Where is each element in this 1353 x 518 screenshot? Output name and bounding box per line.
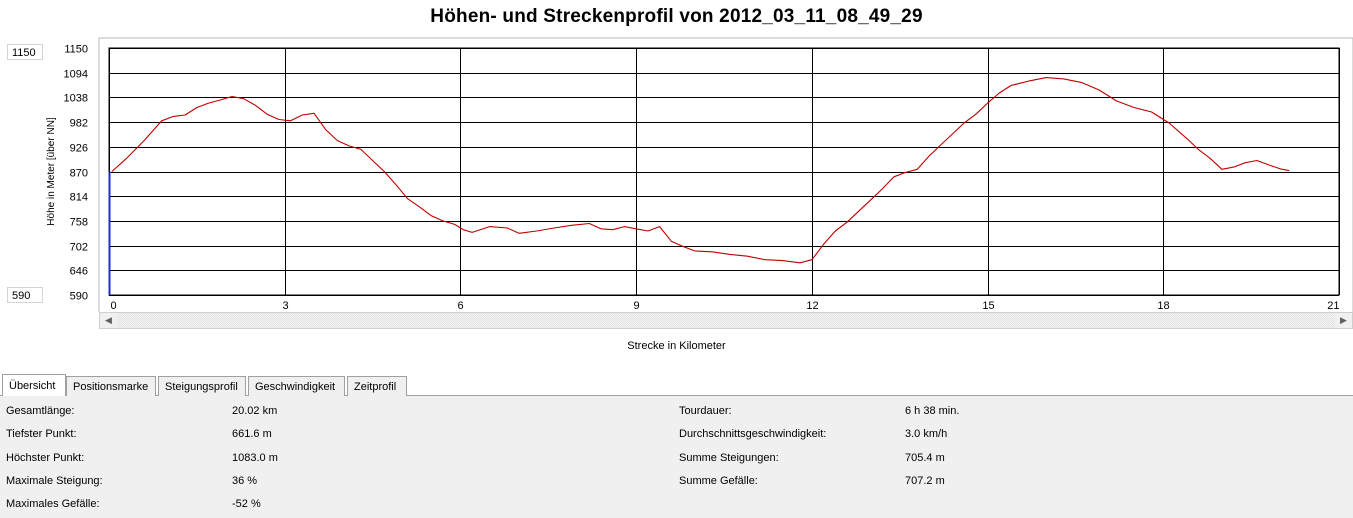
x-tick-label: 9 (633, 300, 639, 312)
x-tick-label: 21 (1327, 300, 1339, 312)
stat-value-max-ascent: 36 % (232, 475, 258, 487)
tab-geschwindigkeit[interactable]: Geschwindigkeit (248, 376, 345, 396)
y-tick-label: 758 (70, 217, 88, 229)
chart-outer-frame (98, 37, 1353, 312)
chart-title: Höhen- und Streckenprofil von 2012_03_11… (430, 6, 923, 27)
stat-label-max-ascent: Maximale Steigung: (6, 475, 103, 487)
y-tick-label: 870 (70, 168, 88, 180)
x-tick-label: 12 (806, 300, 818, 312)
y-tick-label: 702 (70, 242, 88, 254)
tab-label: Steigungsprofil (165, 381, 238, 393)
y-max-input[interactable]: 1150 (7, 44, 43, 60)
y-tick-label: 1038 (64, 93, 88, 105)
stat-value-highest-point: 1083.0 m (232, 452, 278, 464)
x-tick-label: 15 (982, 300, 994, 312)
tab-zeitprofil[interactable]: Zeitprofil (347, 376, 407, 396)
tab-steigungsprofil[interactable]: Steigungsprofil (158, 376, 246, 396)
stat-label-lowest-point: Tiefster Punkt: (6, 428, 77, 440)
y-axis-label: Höhe in Meter [über NN] (46, 117, 57, 226)
overview-panel: Gesamtlänge: 20.02 km Tiefster Punkt: 66… (0, 396, 1353, 518)
scroll-right-icon[interactable]: ▶ (1335, 313, 1352, 328)
elevation-chart[interactable]: 1150 1094 1038 982 926 870 814 758 702 646 590 0 3 6 9… (0, 0, 1353, 312)
stat-value-total-descent: 707.2 m (905, 475, 945, 487)
stat-label-total-descent: Summe Gefälle: (679, 475, 758, 487)
stat-label-average-speed: Durchschnittsgeschwindigkeit: (679, 428, 827, 440)
stat-label-total-length: Gesamtlänge: (6, 405, 75, 417)
stat-value-max-descent: -52 % (232, 498, 261, 510)
stat-value-lowest-point: 661.6 m (232, 428, 272, 440)
tab-bar: Übersicht Positionsmarke Steigungsprofil… (0, 374, 1353, 396)
stat-label-max-descent: Maximales Gefälle: (6, 498, 100, 510)
y-tick-label: 1150 (64, 44, 88, 56)
tab-label: Positionsmarke (73, 381, 149, 393)
scroll-left-icon[interactable]: ◀ (100, 313, 117, 328)
stat-value-tour-duration: 6 h 38 min. (905, 405, 960, 417)
y-tick-label: 646 (70, 266, 88, 278)
stat-label-total-ascent: Summe Steigungen: (679, 452, 779, 464)
tab-label: Zeitprofil (354, 381, 397, 393)
tab-label: Übersicht (9, 380, 56, 392)
y-min-input[interactable]: 590 (7, 287, 43, 303)
tab-label: Geschwindigkeit (255, 381, 336, 393)
stat-value-total-length: 20.02 km (232, 405, 278, 417)
y-tick-label: 982 (70, 118, 88, 130)
plot-area (108, 47, 1340, 296)
tab-uebersicht[interactable]: Übersicht (2, 374, 66, 396)
x-axis-label: Strecke in Kilometer (627, 340, 726, 352)
y-tick-label: 926 (70, 143, 88, 155)
stat-label-tour-duration: Tourdauer: (679, 405, 732, 417)
tab-positionsmarke[interactable]: Positionsmarke (66, 376, 156, 396)
y-tick-label: 1094 (64, 69, 88, 81)
x-tick-label: 3 (282, 300, 288, 312)
stat-value-average-speed: 3.0 km/h (905, 428, 948, 440)
x-tick-label: 0 (111, 300, 117, 312)
x-tick-label: 6 (457, 300, 463, 312)
y-tick-label: 590 (70, 291, 88, 303)
y-tick-label: 814 (70, 192, 88, 204)
horizontal-scrollbar[interactable]: ◀ ▶ (99, 312, 1353, 329)
stat-label-highest-point: Höchster Punkt: (6, 452, 85, 464)
elevation-line (111, 77, 1290, 264)
stat-value-total-ascent: 705.4 m (905, 452, 945, 464)
x-tick-label: 18 (1157, 300, 1169, 312)
